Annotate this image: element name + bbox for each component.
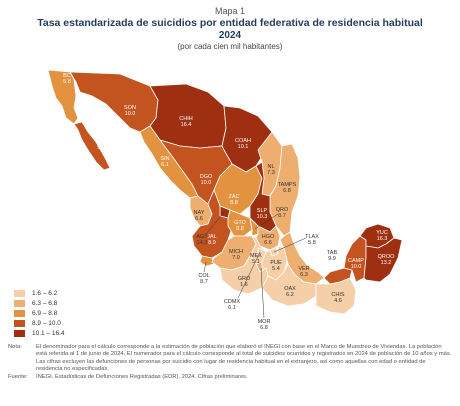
- legend-label: 10.1 – 16.4: [32, 329, 65, 337]
- map-header: Mapa 1 Tasa estandarizada de suicidios p…: [0, 6, 460, 51]
- source-text: INEGI. Estadísticas de Defunciones Regis…: [36, 373, 248, 380]
- state-qroo[interactable]: [363, 237, 403, 283]
- leader-cdmx: [237, 251, 261, 299]
- legend-swatch: [14, 329, 25, 337]
- map-number: Mapa 1: [214, 6, 246, 16]
- map-subtitle: (por cada cien mil habitantes): [177, 42, 283, 51]
- label-camp: CAMP 10.0: [348, 258, 364, 270]
- legend-swatch: [14, 309, 25, 317]
- label-sin: SIN 6.1: [160, 156, 169, 168]
- legend-item: 6.9 – 8.8: [14, 308, 65, 318]
- source-key: Fuente:: [8, 373, 28, 380]
- label-qroo: QROO 13.2: [378, 254, 396, 266]
- note-text: El denominador para el cálculo correspon…: [36, 344, 452, 373]
- legend-item: 8.9 – 10.0: [14, 318, 65, 328]
- legend-swatch: [14, 319, 25, 327]
- label-gto: GTO 8.8: [234, 220, 247, 232]
- legend-item: 1.6 – 6.2: [14, 288, 65, 298]
- label-tlax: TLAX 5.8: [305, 234, 319, 246]
- leader-tlax: [273, 237, 307, 253]
- label-zac: ZAC 8.8: [229, 194, 240, 206]
- state-col[interactable]: [199, 255, 215, 267]
- legend-swatch: [14, 289, 25, 297]
- label-dgo: DGO 10.0: [200, 174, 213, 186]
- label-qro: QRO 8.7: [276, 207, 289, 219]
- state-bcs[interactable]: [73, 121, 111, 171]
- label-tab: TAB 9.9: [327, 250, 338, 262]
- label-gro: GRO 1.6: [238, 276, 251, 288]
- state-qro[interactable]: [249, 217, 259, 237]
- leader-qro: [254, 213, 279, 230]
- state-bc[interactable]: [47, 69, 79, 125]
- label-bcs: BCS 9.5: [95, 139, 107, 151]
- footnotes: Nota: El denominador para el cálculo cor…: [8, 344, 453, 381]
- label-nay: NAY 6.6: [194, 210, 205, 222]
- label-mich: MICH 7.0: [229, 249, 243, 261]
- label-col: COL 8.7: [198, 273, 209, 285]
- leader-ags: [205, 211, 225, 235]
- state-son[interactable]: [69, 71, 159, 133]
- label-oax: OAX 6.2: [284, 286, 296, 298]
- state-chis[interactable]: [315, 277, 357, 315]
- label-ags: AGS 14.3: [196, 234, 208, 246]
- label-cdmx: CDMX 6.1: [224, 299, 241, 311]
- label-hgo: HGO 6.6: [262, 234, 275, 246]
- state-cdmx[interactable]: [257, 247, 263, 256]
- label-bc: BC 5.8: [63, 73, 71, 85]
- label-yuc: YUC 16.3: [376, 230, 388, 242]
- state-gro[interactable]: [219, 255, 269, 295]
- legend-label: 1.6 – 6.2: [32, 289, 58, 297]
- map-title: Tasa estandarizada de suicidios por enti…: [37, 17, 423, 29]
- label-coah: COAH 10.1: [235, 138, 251, 150]
- legend-label: 8.9 – 10.0: [32, 319, 61, 327]
- legend-item: 10.1 – 16.4: [14, 328, 65, 338]
- label-tamps: TAMPS 6.8: [278, 182, 297, 194]
- label-jal: JAL 8.9: [207, 234, 216, 246]
- map-year: 2024: [218, 30, 242, 41]
- label-son: SON 10.0: [124, 105, 136, 117]
- source-row: Fuente: INEGI. Estadísticas de Defuncion…: [8, 374, 453, 381]
- legend-swatch: [14, 299, 25, 307]
- label-chih: CHIH 16.4: [179, 116, 192, 128]
- legend-label: 6.3 – 6.8: [32, 299, 58, 307]
- label-slp: SLP 10.3: [257, 208, 268, 220]
- leader-col: [203, 261, 207, 273]
- note-row: Nota: El denominador para el cálculo cor…: [8, 344, 453, 374]
- legend-item: 6.3 – 6.8: [14, 298, 65, 308]
- label-chis: CHIS 4.6: [331, 292, 344, 304]
- label-ver: VER 6.3: [298, 266, 309, 278]
- label-pue: PUE 5.4: [270, 260, 282, 272]
- note-key: Nota:: [8, 344, 22, 350]
- leader-mor: [260, 267, 265, 319]
- state-hgo[interactable]: [255, 225, 281, 251]
- label-nl: NL 7.3: [267, 164, 275, 176]
- legend-label: 6.9 – 8.8: [32, 309, 58, 317]
- map-legend: 1.6 – 6.2 6.3 – 6.8 6.9 – 8.8 8.9 – 10.0…: [14, 288, 65, 338]
- label-mex: MEX 5.1: [250, 253, 262, 265]
- state-ver[interactable]: [279, 231, 325, 285]
- label-mor: MOR 6.8: [258, 319, 271, 331]
